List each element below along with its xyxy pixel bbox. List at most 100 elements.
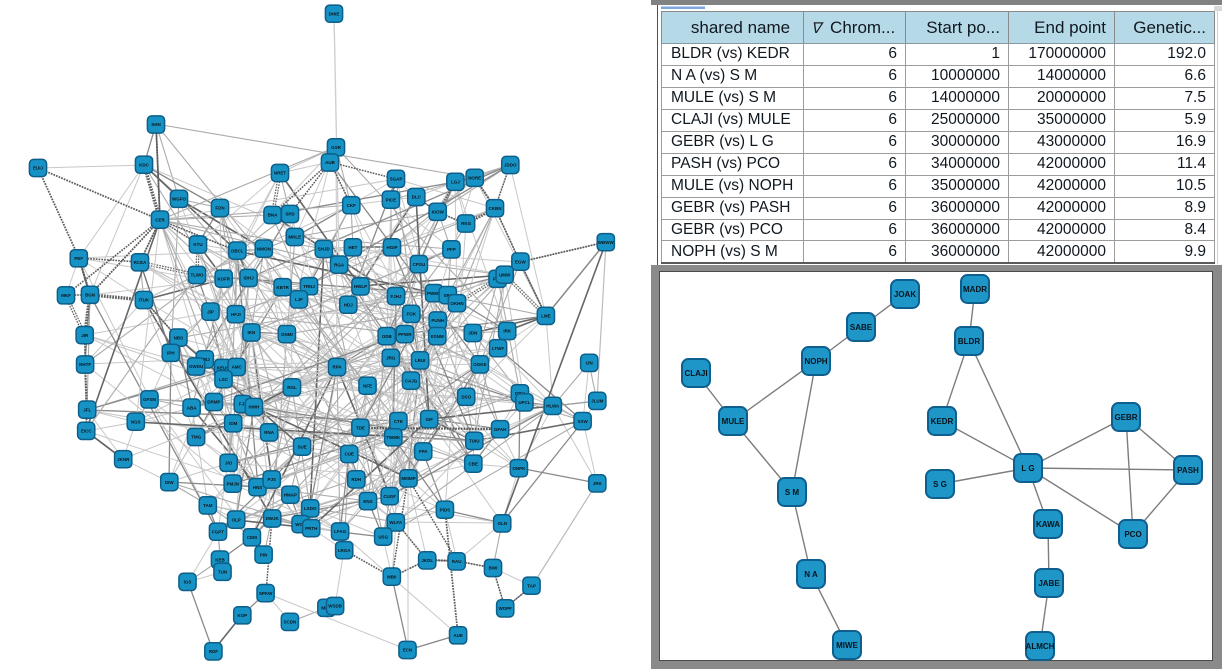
svg-text:IPH: IPH bbox=[167, 351, 175, 356]
svg-text:TMG: TMG bbox=[191, 435, 201, 440]
svg-text:CKF: CKF bbox=[347, 203, 356, 208]
svg-text:GFSM: GFSM bbox=[143, 397, 156, 402]
svg-text:WGFO: WGFO bbox=[172, 197, 186, 202]
svg-text:AUE: AUE bbox=[453, 633, 463, 638]
svg-text:DLC: DLC bbox=[412, 195, 422, 200]
svg-text:IDM: IDM bbox=[229, 421, 238, 426]
svg-text:RDH: RDH bbox=[351, 477, 361, 482]
svg-text:KEDR: KEDR bbox=[931, 417, 954, 426]
svg-text:RPA: RPA bbox=[333, 365, 343, 370]
svg-text:WOPF: WOPF bbox=[498, 606, 512, 611]
svg-text:RDF: RDF bbox=[209, 649, 218, 654]
svg-text:L G: L G bbox=[1021, 464, 1034, 473]
svg-text:HLWA: HLWA bbox=[546, 404, 560, 409]
svg-text:PMJN: PMJN bbox=[226, 481, 239, 486]
svg-text:KEB: KEB bbox=[215, 557, 225, 562]
svg-text:LRUI: LRUI bbox=[415, 358, 426, 363]
svg-text:OKHN: OKHN bbox=[450, 301, 463, 306]
svg-text:SCDN: SCDN bbox=[284, 620, 297, 625]
svg-text:FDN: FDN bbox=[215, 206, 224, 211]
svg-text:JIO: JIO bbox=[225, 461, 233, 466]
svg-text:PASH: PASH bbox=[1177, 466, 1199, 475]
svg-text:LSDO: LSDO bbox=[304, 506, 317, 511]
svg-text:OLP: OLP bbox=[232, 517, 241, 522]
svg-text:DSO: DSO bbox=[461, 395, 471, 400]
svg-text:GFAH: GFAH bbox=[494, 427, 507, 432]
svg-text:LME: LME bbox=[541, 314, 551, 319]
svg-text:PCO: PCO bbox=[1124, 530, 1141, 539]
svg-text:BNA: BNA bbox=[268, 213, 278, 218]
svg-text:CUE: CUE bbox=[344, 452, 354, 457]
svg-text:KOFR: KOFR bbox=[217, 276, 230, 281]
svg-text:PICE: PICE bbox=[386, 197, 397, 202]
svg-text:PJS: PJS bbox=[267, 477, 276, 482]
svg-text:JABE: JABE bbox=[1038, 579, 1060, 588]
svg-text:PUNH: PUNH bbox=[431, 318, 444, 323]
svg-text:DRMP: DRMP bbox=[207, 400, 220, 405]
svg-text:SABE: SABE bbox=[850, 323, 873, 332]
svg-text:NGS: NGS bbox=[131, 419, 141, 424]
svg-text:GEBR: GEBR bbox=[1114, 413, 1137, 422]
svg-text:JKDL: JKDL bbox=[421, 558, 433, 563]
svg-text:WLFA: WLFA bbox=[389, 520, 402, 525]
svg-text:IKN: IKN bbox=[248, 330, 256, 335]
svg-text:CER: CER bbox=[155, 217, 165, 222]
svg-text:RGA: RGA bbox=[334, 262, 345, 267]
svg-text:MADR: MADR bbox=[963, 285, 987, 294]
svg-text:SSW: SSW bbox=[577, 419, 588, 424]
svg-text:NORE: NORE bbox=[468, 176, 481, 181]
svg-text:SUE: SUE bbox=[297, 444, 306, 449]
svg-text:LJF: LJF bbox=[295, 297, 303, 302]
svg-text:FPA: FPA bbox=[419, 449, 428, 454]
svg-text:KEUS: KEUS bbox=[217, 366, 230, 371]
svg-text:ESNM: ESNM bbox=[431, 334, 444, 339]
svg-text:TAP: TAP bbox=[527, 583, 536, 588]
svg-text:CKBN: CKBN bbox=[489, 206, 502, 211]
svg-text:TLWO: TLWO bbox=[191, 273, 204, 278]
svg-text:TUN: TUN bbox=[218, 570, 227, 575]
svg-text:SHJD: SHJD bbox=[318, 247, 331, 252]
svg-text:ABA: ABA bbox=[187, 405, 197, 410]
svg-text:OGKE: OGKE bbox=[473, 362, 486, 367]
svg-text:PRTH: PRTH bbox=[305, 526, 317, 531]
svg-text:CLAJI: CLAJI bbox=[684, 369, 707, 378]
svg-text:MNLE: MNLE bbox=[288, 235, 301, 240]
svg-text:FJJ: FJJ bbox=[239, 402, 247, 407]
svg-text:IJN: IJN bbox=[586, 361, 593, 366]
svg-text:TAM: TAM bbox=[203, 503, 213, 508]
svg-text:TUIU: TUIU bbox=[469, 439, 480, 444]
svg-text:DIW: DIW bbox=[165, 480, 175, 485]
svg-text:EUIJ: EUIJ bbox=[33, 166, 44, 171]
svg-text:TRNJ: TRNJ bbox=[303, 284, 315, 289]
svg-text:HET: HET bbox=[348, 245, 357, 250]
svg-text:HFJI: HFJI bbox=[231, 312, 241, 317]
svg-text:OLN: OLN bbox=[497, 521, 507, 526]
svg-text:ONMI: ONMI bbox=[281, 332, 293, 337]
svg-text:RGL: RGL bbox=[287, 385, 297, 390]
svg-text:KTU: KTU bbox=[193, 242, 202, 247]
svg-text:JFL: JFL bbox=[83, 407, 91, 412]
svg-text:CEM: CEM bbox=[247, 535, 257, 540]
svg-text:CTE: CTE bbox=[394, 419, 403, 424]
svg-text:IRK: IRK bbox=[503, 329, 512, 334]
svg-text:PEF: PEF bbox=[74, 256, 83, 261]
svg-text:HMAP: HMAP bbox=[284, 492, 297, 497]
svg-text:RCEA: RCEA bbox=[134, 260, 148, 265]
svg-text:HNS: HNS bbox=[253, 485, 263, 490]
svg-text:JRG: JRG bbox=[386, 356, 396, 361]
svg-text:WCD: WCD bbox=[295, 522, 306, 527]
svg-text:TDE: TDE bbox=[356, 425, 365, 430]
svg-text:UFCL: UFCL bbox=[518, 400, 530, 405]
svg-text:ALMCH: ALMCH bbox=[1026, 642, 1055, 651]
svg-text:LTWF: LTWF bbox=[492, 346, 504, 351]
svg-text:SHN: SHN bbox=[151, 122, 161, 127]
svg-text:FJHJ: FJHJ bbox=[390, 294, 402, 299]
svg-text:SGAP: SGAP bbox=[390, 177, 403, 182]
svg-text:ONPK: ONPK bbox=[512, 466, 526, 471]
svg-text:GIF: GIF bbox=[425, 417, 433, 422]
svg-text:HWH: HWH bbox=[249, 405, 260, 410]
svg-text:KAWA: KAWA bbox=[1036, 520, 1060, 529]
svg-text:HWLP: HWLP bbox=[354, 284, 367, 289]
svg-text:LRGA: LRGA bbox=[338, 548, 351, 553]
svg-text:ITUK: ITUK bbox=[139, 298, 150, 303]
